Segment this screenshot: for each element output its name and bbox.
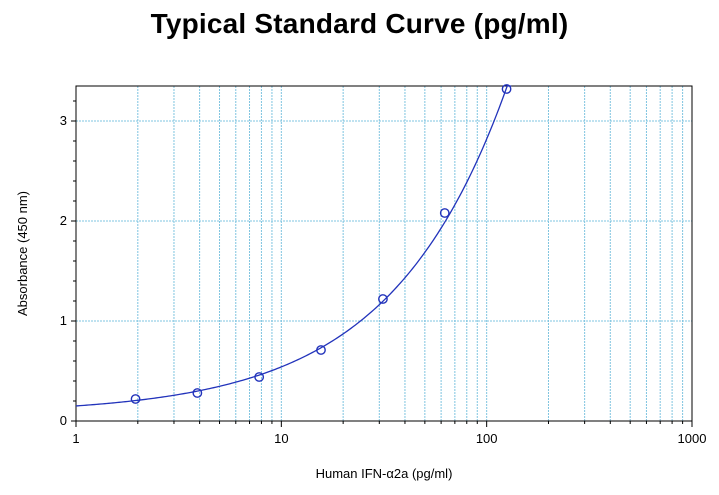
y-tick-label: 1	[60, 313, 67, 328]
data-point	[501, 84, 512, 94]
data-points	[130, 84, 512, 404]
x-tick-label: 1000	[678, 431, 707, 446]
y-tick-label: 2	[60, 213, 67, 228]
y-tick-label: 3	[60, 113, 67, 128]
chart-title: Typical Standard Curve (pg/ml)	[150, 8, 569, 39]
x-tick-label: 100	[476, 431, 498, 446]
x-tick-label: 1	[72, 431, 79, 446]
data-point	[254, 372, 265, 382]
plot-frame	[75, 85, 693, 422]
x-axis-title: Human IFN-α2a (pg/ml)	[316, 466, 453, 481]
data-point	[192, 388, 203, 398]
data-point	[378, 294, 388, 304]
data-point	[439, 208, 450, 218]
data-point	[316, 345, 326, 355]
y-tick-label: 0	[60, 413, 67, 428]
y-axis-title: Absorbance (450 nm)	[15, 191, 30, 316]
grid-lines	[76, 86, 692, 421]
data-point	[130, 394, 141, 404]
x-tick-label: 10	[274, 431, 288, 446]
fit-curve	[75, 85, 512, 407]
